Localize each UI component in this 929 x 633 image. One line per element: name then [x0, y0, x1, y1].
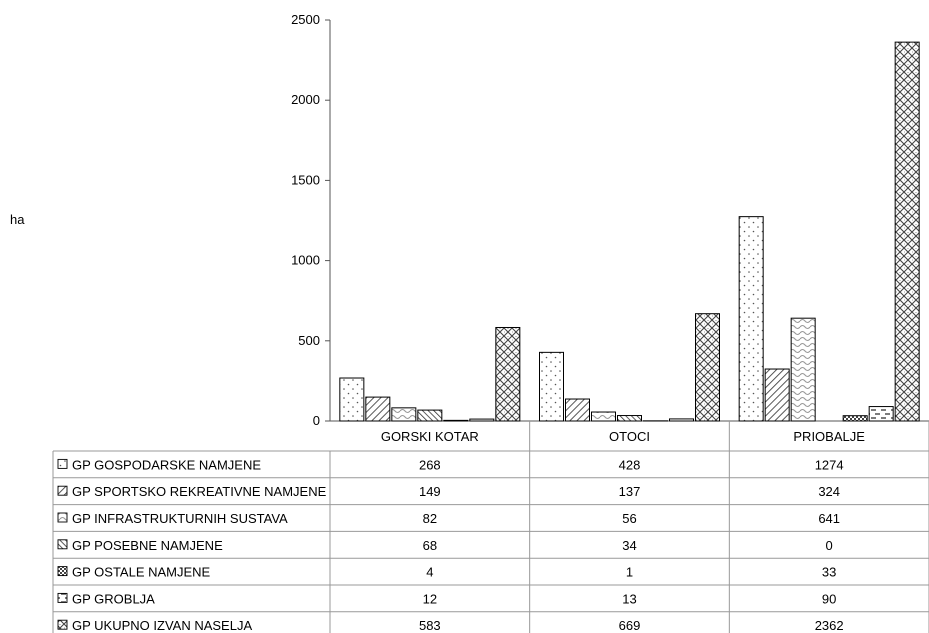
series-label: GP OSTALE NAMJENE [72, 565, 211, 580]
legend-key [57, 566, 68, 577]
bar [738, 216, 764, 422]
table-cell: 1274 [815, 457, 844, 472]
y-tick-label: 2500 [291, 12, 320, 27]
series-label: GP POSEBNE NAMJENE [72, 538, 223, 553]
legend-key [57, 485, 68, 496]
y-tick-label: 500 [298, 333, 320, 348]
table-cell: 149 [419, 484, 441, 499]
table-cell: 90 [822, 591, 836, 606]
table-cell: 56 [622, 511, 636, 526]
series-label: GP INFRASTRUKTURNIH SUSTAVA [72, 511, 288, 526]
bar [495, 326, 521, 422]
bar [669, 418, 694, 422]
y-tick-label: 0 [313, 413, 320, 428]
table-cell: 268 [419, 457, 441, 472]
bar [894, 41, 920, 422]
table-cell: 2362 [815, 618, 844, 633]
category-label: PRIOBALJE [793, 429, 865, 444]
bar [443, 419, 469, 422]
table-cell: 33 [822, 565, 836, 580]
legend-key [57, 458, 68, 469]
series-label: GP SPORTSKO REKREATIVNE NAMJENE [72, 484, 327, 499]
table-cell: 428 [619, 457, 641, 472]
bar [339, 377, 365, 422]
table-cell: 0 [826, 538, 833, 553]
bar [469, 418, 495, 422]
table-cell: 13 [622, 591, 636, 606]
bar [617, 415, 642, 422]
bar [695, 313, 720, 422]
table-cell: 669 [619, 618, 641, 633]
table-cell: 324 [818, 484, 840, 499]
table-cell: 1 [626, 565, 633, 580]
bar [868, 406, 894, 422]
bar [591, 411, 616, 422]
table-cell: 82 [423, 511, 437, 526]
legend-key [57, 619, 68, 630]
bar [842, 415, 868, 422]
chart-frame [329, 20, 929, 451]
table-cell: 137 [619, 484, 641, 499]
y-tick-label: 1000 [291, 253, 320, 268]
legend-key [57, 539, 68, 550]
y-axis-ticks: 0 500 1000 1500 2000 2500 [291, 12, 330, 428]
category-label: GORSKI KOTAR [381, 429, 479, 444]
y-axis-label: ha [10, 212, 25, 227]
bar [391, 407, 417, 422]
bar [790, 317, 816, 422]
legend-key [57, 512, 68, 523]
series-label: GP UKUPNO IZVAN NASELJA [72, 618, 252, 633]
table-cell: 68 [423, 538, 437, 553]
table-cell: 641 [818, 511, 840, 526]
y-tick-label: 1500 [291, 172, 320, 187]
table-cell: 4 [426, 565, 433, 580]
bar [565, 398, 590, 422]
category-label: OTOCI [609, 429, 650, 444]
series-label: GP GROBLJA [72, 591, 155, 606]
bar [764, 368, 790, 422]
bar [365, 396, 391, 422]
table-cell: 34 [622, 538, 636, 553]
bars [339, 41, 920, 422]
data-table: GORSKI KOTAR OTOCI PRIOBALJE GP GOSPODARSKE… [52, 429, 929, 633]
table-cell: 12 [423, 591, 437, 606]
legend-key [57, 592, 68, 603]
bar [417, 409, 443, 422]
bar [539, 351, 564, 422]
y-tick-label: 2000 [291, 92, 320, 107]
table-cell: 583 [419, 618, 441, 633]
series-label: GP GOSPODARSKE NAMJENE [72, 457, 261, 472]
